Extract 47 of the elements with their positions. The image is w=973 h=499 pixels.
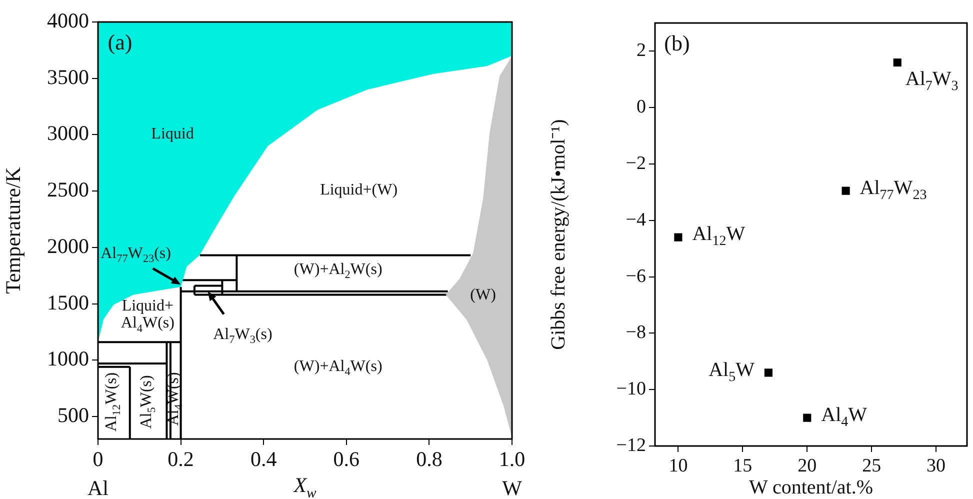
x-tick-label: 20: [798, 455, 817, 476]
annotation: Liquid+(W): [320, 181, 398, 200]
x-tick-label: 30: [926, 455, 946, 476]
annotation: Liquid+ Al$_{4}$W(s): [120, 298, 174, 336]
series-label: Al$_{77}$W$_{23}$: [860, 176, 927, 204]
annotation: (b): [664, 30, 690, 56]
y-tick-label: 500: [58, 402, 89, 427]
x-tick-label: 0.4: [250, 447, 278, 472]
x-tick-label: 0.8: [416, 447, 442, 472]
x-axis-title: W content/at.%: [748, 476, 874, 498]
text: Al: [88, 476, 108, 499]
annotation: Al$_{77}$W$_{23}$(s): [100, 244, 171, 266]
y-tick-label: 1000: [47, 346, 89, 371]
y-tick-label: −12: [616, 434, 646, 456]
x-tick-label: 15: [733, 455, 752, 476]
y-tick-label: −2: [626, 152, 646, 174]
annotation: (W)+Al$_{4}$W(s): [294, 358, 382, 379]
series-label: Al$_{12}$W: [692, 223, 746, 250]
annotation: Al$_{7}$W$_{3}$(s): [213, 326, 272, 348]
y-axis-title: Gibbs free energy/(kJ•mol⁻¹): [547, 119, 570, 350]
y-tick-label: −10: [616, 378, 646, 400]
y-axis-title: Temperature/K: [1, 167, 26, 294]
x-axis-title: X$_{w}$: [294, 473, 316, 499]
y-tick-label: 3000: [47, 121, 89, 146]
y-tick-label: 3500: [47, 64, 89, 89]
y-tick-label: 1500: [47, 290, 89, 314]
series-label: Al$_{5}$W: [708, 358, 754, 386]
x-tick-label: 25: [862, 455, 882, 476]
x-tick-label: 0.6: [333, 447, 360, 472]
series-label: Al$_{4}$W: [821, 404, 868, 431]
y-tick-label: 2: [636, 40, 646, 62]
x-tick-label: 0.2: [168, 447, 194, 472]
annotation: (W)+Al$_{2}$W(s): [294, 261, 382, 282]
annotation: (a): [108, 29, 132, 54]
x-tick-label: 10: [668, 455, 688, 476]
series-label: Al$_{7}$W$_{3}$: [905, 68, 958, 96]
y-tick-label: −6: [626, 266, 646, 287]
y-tick-label: 0: [636, 96, 646, 118]
x-tick-label: 1.0: [498, 447, 526, 472]
text: W: [502, 476, 522, 499]
annotation: Liquid: [151, 125, 194, 143]
annotation: (W): [470, 286, 496, 304]
y-tick-label: −4: [626, 209, 646, 230]
y-tick-label: 2000: [47, 234, 89, 258]
y-tick-label: −8: [626, 322, 646, 344]
y-tick-label: 2500: [47, 178, 89, 202]
y-tick-label: 4000: [47, 8, 89, 33]
